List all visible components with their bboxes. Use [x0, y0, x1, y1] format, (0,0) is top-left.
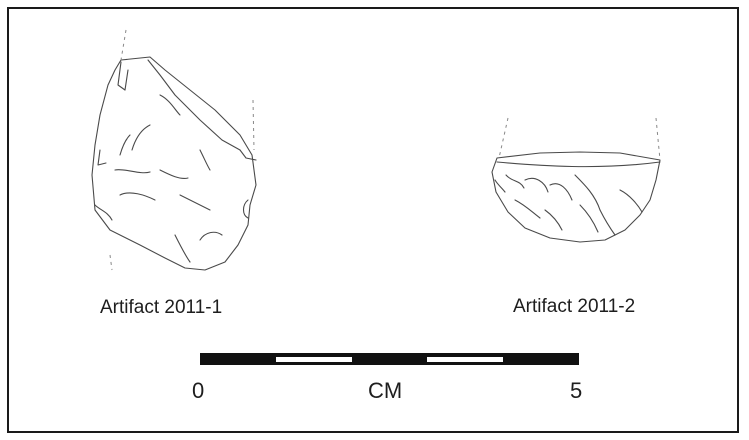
artifact-2011-1-guides — [109, 29, 255, 271]
artifact-2011-1-label: Artifact 2011-1 — [100, 297, 223, 318]
scale-bar — [200, 353, 579, 365]
artifact-2011-2-label: Artifact 2011-2 — [513, 296, 636, 317]
scale-unit-label: CM — [368, 378, 403, 403]
scale-end-label: 5 — [570, 378, 583, 403]
artifact-2011-1-drawing — [91, 56, 257, 271]
scale-bar-outline — [200, 353, 579, 365]
scale-segment-2 — [276, 357, 352, 362]
scale-segment-4 — [427, 357, 503, 362]
scale-start-label: 0 — [192, 378, 205, 403]
artifact-2011-2-drawing — [491, 151, 661, 243]
artifact-2011-2-guides — [498, 117, 661, 161]
